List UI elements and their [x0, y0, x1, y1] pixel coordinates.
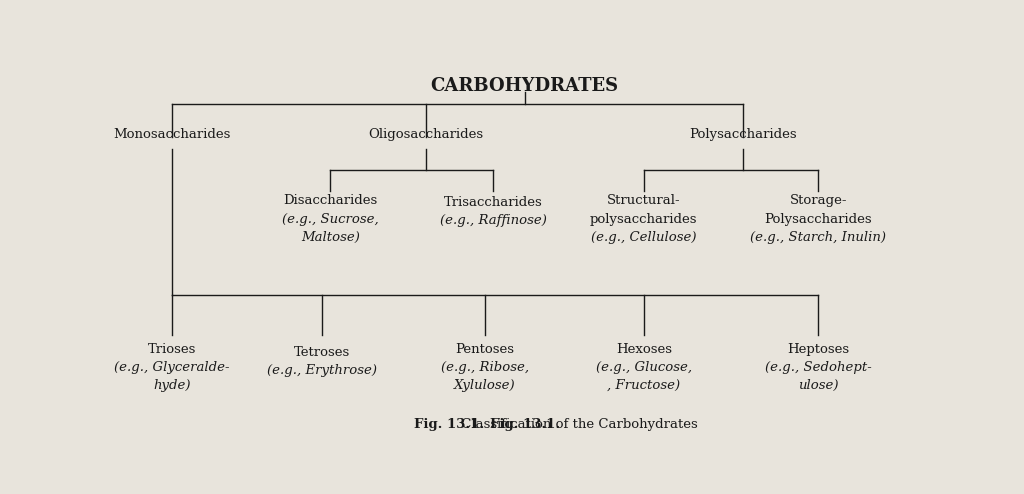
Text: Tetroses: Tetroses [294, 346, 350, 359]
Text: (e.g., Ribose,: (e.g., Ribose, [441, 361, 529, 374]
Text: (e.g., Cellulose): (e.g., Cellulose) [591, 231, 696, 244]
Text: Trioses: Trioses [147, 343, 196, 356]
Text: Storage-: Storage- [790, 194, 847, 207]
Text: Fig. 13.1.: Fig. 13.1. [414, 418, 483, 431]
Text: Pentoses: Pentoses [456, 343, 515, 356]
Text: CARBOHYDRATES: CARBOHYDRATES [431, 77, 618, 95]
Text: Oligosaccharides: Oligosaccharides [368, 128, 483, 141]
Text: Disaccharides: Disaccharides [284, 194, 378, 207]
Text: (e.g., Glucose,: (e.g., Glucose, [596, 361, 692, 374]
Text: (e.g., Sucrose,: (e.g., Sucrose, [282, 212, 379, 226]
Text: Maltose): Maltose) [301, 231, 359, 244]
Text: Trisaccharides: Trisaccharides [443, 196, 543, 209]
Text: Fig. 13.1.: Fig. 13.1. [489, 418, 560, 431]
Text: Polysaccharides: Polysaccharides [689, 128, 797, 141]
Text: ulose): ulose) [798, 379, 839, 392]
Text: Heptoses: Heptoses [787, 343, 850, 356]
Text: (e.g., Erythrose): (e.g., Erythrose) [267, 364, 378, 377]
Text: Xylulose): Xylulose) [455, 379, 516, 392]
Text: , Fructose): , Fructose) [607, 379, 680, 392]
Text: Polysaccharides: Polysaccharides [765, 212, 872, 226]
Text: (e.g., Glyceralde-: (e.g., Glyceralde- [114, 361, 229, 374]
Text: (e.g., Raffinose): (e.g., Raffinose) [439, 214, 547, 227]
Text: Hexoses: Hexoses [615, 343, 672, 356]
Text: Monosaccharides: Monosaccharides [113, 128, 230, 141]
Text: hyde): hyde) [153, 379, 190, 392]
Text: polysaccharides: polysaccharides [590, 212, 697, 226]
Text: (e.g., Starch, Inulin): (e.g., Starch, Inulin) [751, 231, 887, 244]
Text: Structural-: Structural- [607, 194, 681, 207]
Text: (e.g., Sedohept-: (e.g., Sedohept- [765, 361, 871, 374]
Text: Classification of the Carbohydrates: Classification of the Carbohydrates [458, 418, 698, 431]
